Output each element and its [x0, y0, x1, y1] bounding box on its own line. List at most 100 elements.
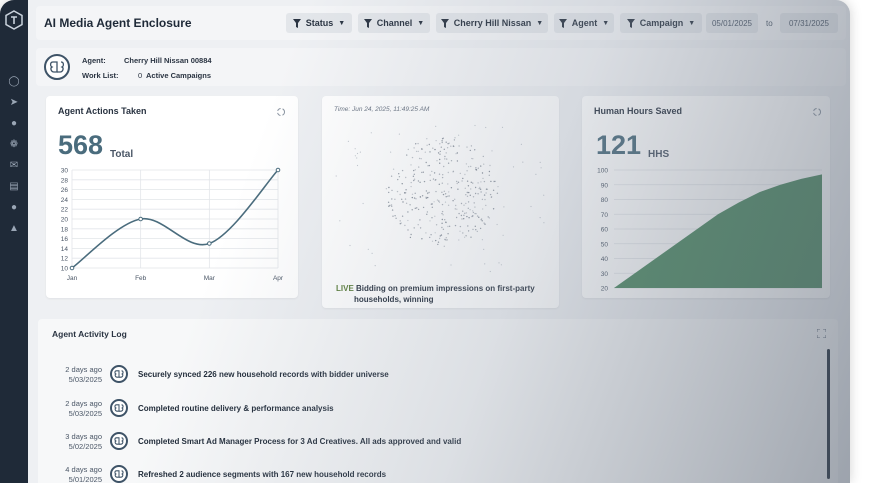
particle — [472, 211, 475, 214]
agent-avatar — [44, 54, 70, 80]
bidding-particle-visual — [335, 124, 545, 273]
chevron-down-icon: ▼ — [338, 19, 346, 27]
particle — [388, 186, 390, 189]
refresh-icon[interactable] — [276, 107, 286, 117]
particle — [413, 227, 415, 229]
particle — [459, 225, 462, 228]
data-point[interactable] — [138, 216, 143, 222]
particle — [404, 192, 406, 194]
dashboard-icon[interactable]: ◯ — [8, 76, 20, 87]
hours-total: 121 — [596, 130, 642, 160]
particle — [501, 126, 504, 128]
particle — [466, 215, 468, 218]
particle — [484, 198, 486, 201]
particle — [371, 252, 373, 254]
particle — [465, 163, 468, 165]
data-point[interactable] — [207, 241, 212, 246]
particle — [464, 187, 466, 189]
particle — [469, 194, 471, 196]
app-logo-icon[interactable] — [5, 10, 23, 30]
particle — [479, 227, 482, 230]
particle — [414, 207, 416, 209]
particle — [512, 166, 515, 168]
globe-icon[interactable]: ● — [10, 118, 18, 129]
log-entry-ago: 3 days ago — [65, 432, 102, 441]
world-icon[interactable]: ● — [10, 202, 18, 213]
particle — [425, 232, 427, 234]
particle — [418, 157, 421, 160]
chevron-down-icon: ▼ — [602, 19, 610, 27]
particle — [391, 205, 393, 207]
y-tick-label: 10 — [61, 266, 69, 273]
particle — [421, 148, 423, 150]
particle — [391, 198, 393, 200]
particle — [430, 203, 432, 205]
particle — [492, 208, 495, 210]
worklist-value[interactable]: Active Campaigns — [146, 71, 212, 80]
particle — [387, 201, 390, 203]
particle — [428, 143, 430, 146]
status-filter[interactable]: Status ▼ — [286, 13, 352, 33]
sidebar: ◯ ➤ ● ❁ ✉ ▤ ● ▲ — [0, 0, 28, 483]
channel-filter[interactable]: Channel ▼ — [358, 13, 430, 33]
particle — [438, 200, 440, 202]
worklist-label: Work List: — [82, 71, 119, 80]
particle — [483, 163, 485, 165]
particle — [390, 151, 392, 153]
particle — [469, 149, 471, 152]
agent-filter[interactable]: Agent ▼ — [554, 13, 614, 33]
particle — [483, 194, 486, 196]
particle — [539, 217, 541, 219]
particle — [492, 189, 495, 191]
log-entry-icon — [110, 432, 128, 450]
particle — [461, 218, 463, 220]
brain-icon[interactable]: ❁ — [9, 139, 19, 150]
status-filter-label: Status — [305, 18, 334, 28]
y-tick-label: 20 — [601, 286, 609, 293]
date-to-input[interactable]: 07/31/2025 — [780, 13, 838, 33]
agent-label: Agent: — [82, 56, 106, 65]
particle — [481, 220, 483, 222]
particle — [396, 190, 399, 193]
brain-icon — [114, 370, 124, 378]
particle — [399, 223, 401, 225]
dealer-filter[interactable]: Cherry Hill Nissan ▼ — [436, 13, 548, 33]
particle — [435, 125, 437, 127]
particle — [439, 158, 441, 161]
particle — [448, 225, 451, 227]
particle — [404, 224, 406, 227]
particle — [520, 143, 522, 145]
particle — [439, 143, 441, 145]
data-point[interactable] — [69, 265, 75, 271]
particle — [500, 264, 502, 266]
particle — [417, 208, 420, 211]
particle — [462, 177, 464, 180]
date-from-input[interactable]: 05/01/2025 — [706, 13, 758, 33]
data-point[interactable] — [275, 167, 281, 173]
refresh-icon[interactable] — [812, 107, 822, 117]
campaign-filter[interactable]: Campaign ▼ — [620, 13, 702, 33]
particle — [444, 219, 446, 221]
particle — [439, 162, 441, 164]
particle — [424, 151, 426, 153]
particle — [426, 211, 429, 213]
particle — [464, 236, 466, 238]
chart-icon[interactable]: ▤ — [9, 181, 19, 192]
particle — [426, 213, 428, 215]
y-tick-label: 40 — [601, 256, 609, 263]
expand-icon[interactable] — [817, 329, 826, 338]
particle — [402, 201, 404, 203]
particle — [392, 168, 395, 170]
log-scrollbar[interactable] — [827, 349, 830, 479]
particle — [428, 164, 430, 167]
rocket-icon[interactable]: ➤ — [9, 97, 19, 108]
particle — [465, 235, 467, 237]
particle — [407, 229, 409, 231]
particle — [474, 225, 476, 227]
mail-icon[interactable]: ✉ — [9, 160, 19, 171]
particle — [417, 142, 419, 145]
crown-icon[interactable]: ▲ — [9, 223, 19, 234]
particle — [441, 140, 443, 142]
y-tick-label: 24 — [61, 197, 69, 204]
particle — [407, 219, 409, 222]
